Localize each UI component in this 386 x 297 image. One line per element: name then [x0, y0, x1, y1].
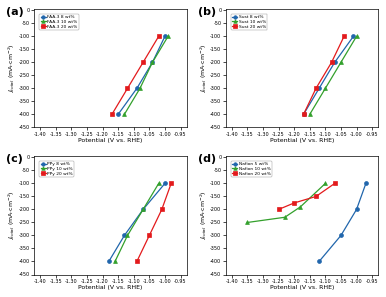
- FAA-3 10 wt%: [122, 113, 127, 116]
- PPy 20 wt%: [147, 234, 152, 237]
- Y-axis label: $\it{J}_{total}$ (mA·cm$^{-2}$): $\it{J}_{total}$ (mA·cm$^{-2}$): [198, 190, 209, 240]
- X-axis label: Potential (V vs. RHE): Potential (V vs. RHE): [78, 138, 142, 143]
- Nafion 5 wt%: [317, 260, 322, 263]
- Y-axis label: $\it{J}_{total}$ (mA·cm$^{-2}$): $\it{J}_{total}$ (mA·cm$^{-2}$): [7, 190, 17, 240]
- Sust 10 wt%: [354, 34, 359, 38]
- Line: FAA-3 8 wt%: FAA-3 8 wt%: [116, 34, 167, 116]
- FAA-3 8 wt%: [135, 87, 139, 90]
- Sust 20 wt%: [342, 34, 346, 38]
- FAA-3 8 wt%: [163, 34, 167, 38]
- FAA-3 10 wt%: [150, 61, 155, 64]
- PPy 20 wt%: [159, 208, 164, 211]
- FAA-3 20 wt%: [141, 61, 146, 64]
- FAA-3 8 wt%: [150, 61, 155, 64]
- PPy 8 wt%: [107, 260, 111, 263]
- Nafion 20 wt%: [314, 195, 318, 198]
- PPy 10 wt%: [125, 234, 130, 237]
- Nafion 5 wt%: [364, 182, 368, 185]
- Nafion 10 wt%: [323, 182, 328, 185]
- Nafion 5 wt%: [354, 208, 359, 211]
- Legend: Nafion 5 wt%, Nafion 10 wt%, Nafion 20 wt%: Nafion 5 wt%, Nafion 10 wt%, Nafion 20 w…: [231, 161, 272, 177]
- PPy 20 wt%: [169, 182, 173, 185]
- Text: (b): (b): [198, 7, 216, 17]
- Sust 8 wt%: [332, 61, 337, 64]
- Y-axis label: $\it{J}_{total}$ (mA·cm$^{-2}$): $\it{J}_{total}$ (mA·cm$^{-2}$): [198, 43, 209, 93]
- Sust 10 wt%: [323, 87, 328, 90]
- PPy 10 wt%: [141, 208, 146, 211]
- Sust 8 wt%: [351, 34, 356, 38]
- Sust 20 wt%: [301, 113, 306, 116]
- FAA-3 8 wt%: [116, 113, 120, 116]
- Line: Nafion 5 wt%: Nafion 5 wt%: [317, 181, 368, 263]
- PPy 8 wt%: [141, 208, 146, 211]
- FAA-3 20 wt%: [125, 87, 130, 90]
- Legend: FAA-3 8 wt%, FAA-3 10 wt%, FAA-3 20 wt%: FAA-3 8 wt%, FAA-3 10 wt%, FAA-3 20 wt%: [39, 14, 79, 30]
- Line: Sust 10 wt%: Sust 10 wt%: [308, 34, 359, 116]
- Text: (d): (d): [198, 154, 216, 164]
- Sust 10 wt%: [307, 113, 312, 116]
- Line: FAA-3 20 wt%: FAA-3 20 wt%: [110, 34, 161, 116]
- Sust 20 wt%: [329, 61, 334, 64]
- Nafion 20 wt%: [332, 182, 337, 185]
- FAA-3 10 wt%: [166, 34, 170, 38]
- Nafion 20 wt%: [276, 208, 281, 211]
- Line: PPy 20 wt%: PPy 20 wt%: [135, 181, 173, 263]
- X-axis label: Potential (V vs. RHE): Potential (V vs. RHE): [270, 285, 334, 290]
- Nafion 20 wt%: [292, 201, 296, 205]
- Nafion 10 wt%: [298, 205, 303, 209]
- FAA-3 20 wt%: [156, 34, 161, 38]
- Line: PPy 10 wt%: PPy 10 wt%: [113, 181, 161, 263]
- X-axis label: Potential (V vs. RHE): Potential (V vs. RHE): [78, 285, 142, 290]
- Line: Sust 20 wt%: Sust 20 wt%: [301, 34, 346, 116]
- Legend: PPy 8 wt%, PPy 10 wt%, PPy 20 wt%: PPy 8 wt%, PPy 10 wt%, PPy 20 wt%: [39, 161, 74, 177]
- Line: Nafion 20 wt%: Nafion 20 wt%: [277, 181, 337, 211]
- Sust 10 wt%: [339, 61, 343, 64]
- PPy 8 wt%: [163, 182, 167, 185]
- Sust 8 wt%: [301, 113, 306, 116]
- Nafion 5 wt%: [339, 234, 343, 237]
- PPy 8 wt%: [122, 234, 127, 237]
- PPy 20 wt%: [135, 260, 139, 263]
- Line: Nafion 10 wt%: Nafion 10 wt%: [245, 181, 327, 225]
- Line: PPy 8 wt%: PPy 8 wt%: [107, 181, 167, 263]
- Sust 20 wt%: [314, 87, 318, 90]
- Line: FAA-3 10 wt%: FAA-3 10 wt%: [122, 34, 170, 116]
- Text: (c): (c): [7, 154, 23, 164]
- PPy 10 wt%: [113, 260, 117, 263]
- Nafion 10 wt%: [245, 221, 250, 224]
- Line: Sust 8 wt%: Sust 8 wt%: [301, 34, 356, 116]
- FAA-3 20 wt%: [110, 113, 114, 116]
- Nafion 10 wt%: [283, 216, 287, 219]
- Sust 8 wt%: [317, 87, 322, 90]
- Y-axis label: $\it{J}_{total}$ (mA·cm$^{-2}$): $\it{J}_{total}$ (mA·cm$^{-2}$): [7, 43, 17, 93]
- X-axis label: Potential (V vs. RHE): Potential (V vs. RHE): [270, 138, 334, 143]
- Text: (a): (a): [7, 7, 24, 17]
- FAA-3 10 wt%: [138, 87, 142, 90]
- PPy 10 wt%: [156, 182, 161, 185]
- Legend: Sust 8 wt%, Sust 10 wt%, Sust 20 wt%: Sust 8 wt%, Sust 10 wt%, Sust 20 wt%: [231, 14, 267, 30]
